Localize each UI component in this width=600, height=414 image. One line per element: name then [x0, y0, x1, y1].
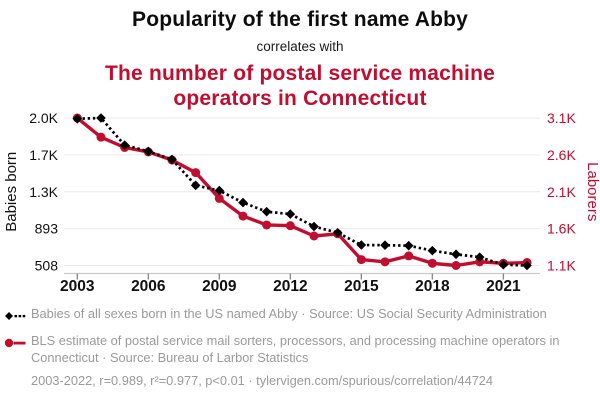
svg-text:2003: 2003: [60, 278, 95, 295]
legend-item-laborers: BLS estimate of postal service mail sort…: [4, 332, 596, 366]
svg-text:2009: 2009: [202, 278, 237, 295]
legend-label-abby: Babies of all sexes born in the US named…: [31, 306, 547, 321]
chart-title: Popularity of the first name Abby: [131, 8, 469, 31]
legend: Babies of all sexes born in the US named…: [4, 305, 596, 389]
chart-area: 2003 2006 2009 2012 2015 2018 2021 2.0K 1.7K 1.3K…: [0, 100, 600, 305]
svg-text:2021: 2021: [486, 278, 521, 295]
svg-text:893: 893: [35, 221, 59, 237]
correlates-with-text: correlates with: [256, 39, 344, 54]
dual-axis-line-chart: 2003 2006 2009 2012 2015 2018 2021 2.0K 1.7K 1.3K…: [3, 110, 600, 295]
svg-text:1.6K: 1.6K: [547, 221, 576, 237]
svg-text:1.1K: 1.1K: [547, 258, 576, 274]
svg-text:3.1K: 3.1K: [547, 110, 576, 126]
chart-subtitle: The number of postal service machine ope…: [105, 62, 495, 110]
svg-text:Laborers: Laborers: [584, 162, 600, 221]
svg-text:1.7K: 1.7K: [29, 147, 58, 163]
svg-text:Babies born: Babies born: [3, 152, 20, 232]
legend-label-laborers: BLS estimate of postal service mail sort…: [31, 333, 560, 365]
svg-text:2.6K: 2.6K: [547, 147, 576, 163]
stats-footnote: 2003-2022, r=0.989, r²=0.977, p<0.01 · t…: [31, 373, 494, 388]
black-diamond-dotted-line-icon: [4, 305, 26, 326]
legend-item-abby: Babies of all sexes born in the US named…: [4, 305, 596, 326]
svg-text:1.3K: 1.3K: [29, 184, 58, 200]
chart-header: Popularity of the first name Abby correl…: [0, 0, 600, 111]
svg-text:2018: 2018: [415, 278, 450, 295]
svg-text:2015: 2015: [344, 278, 379, 295]
svg-text:2012: 2012: [273, 278, 307, 295]
svg-text:2.1K: 2.1K: [547, 184, 576, 200]
svg-text:2006: 2006: [131, 278, 166, 295]
svg-text:2.0K: 2.0K: [29, 110, 58, 126]
svg-text:508: 508: [35, 258, 59, 274]
red-circle-solid-line-icon: [4, 332, 26, 353]
